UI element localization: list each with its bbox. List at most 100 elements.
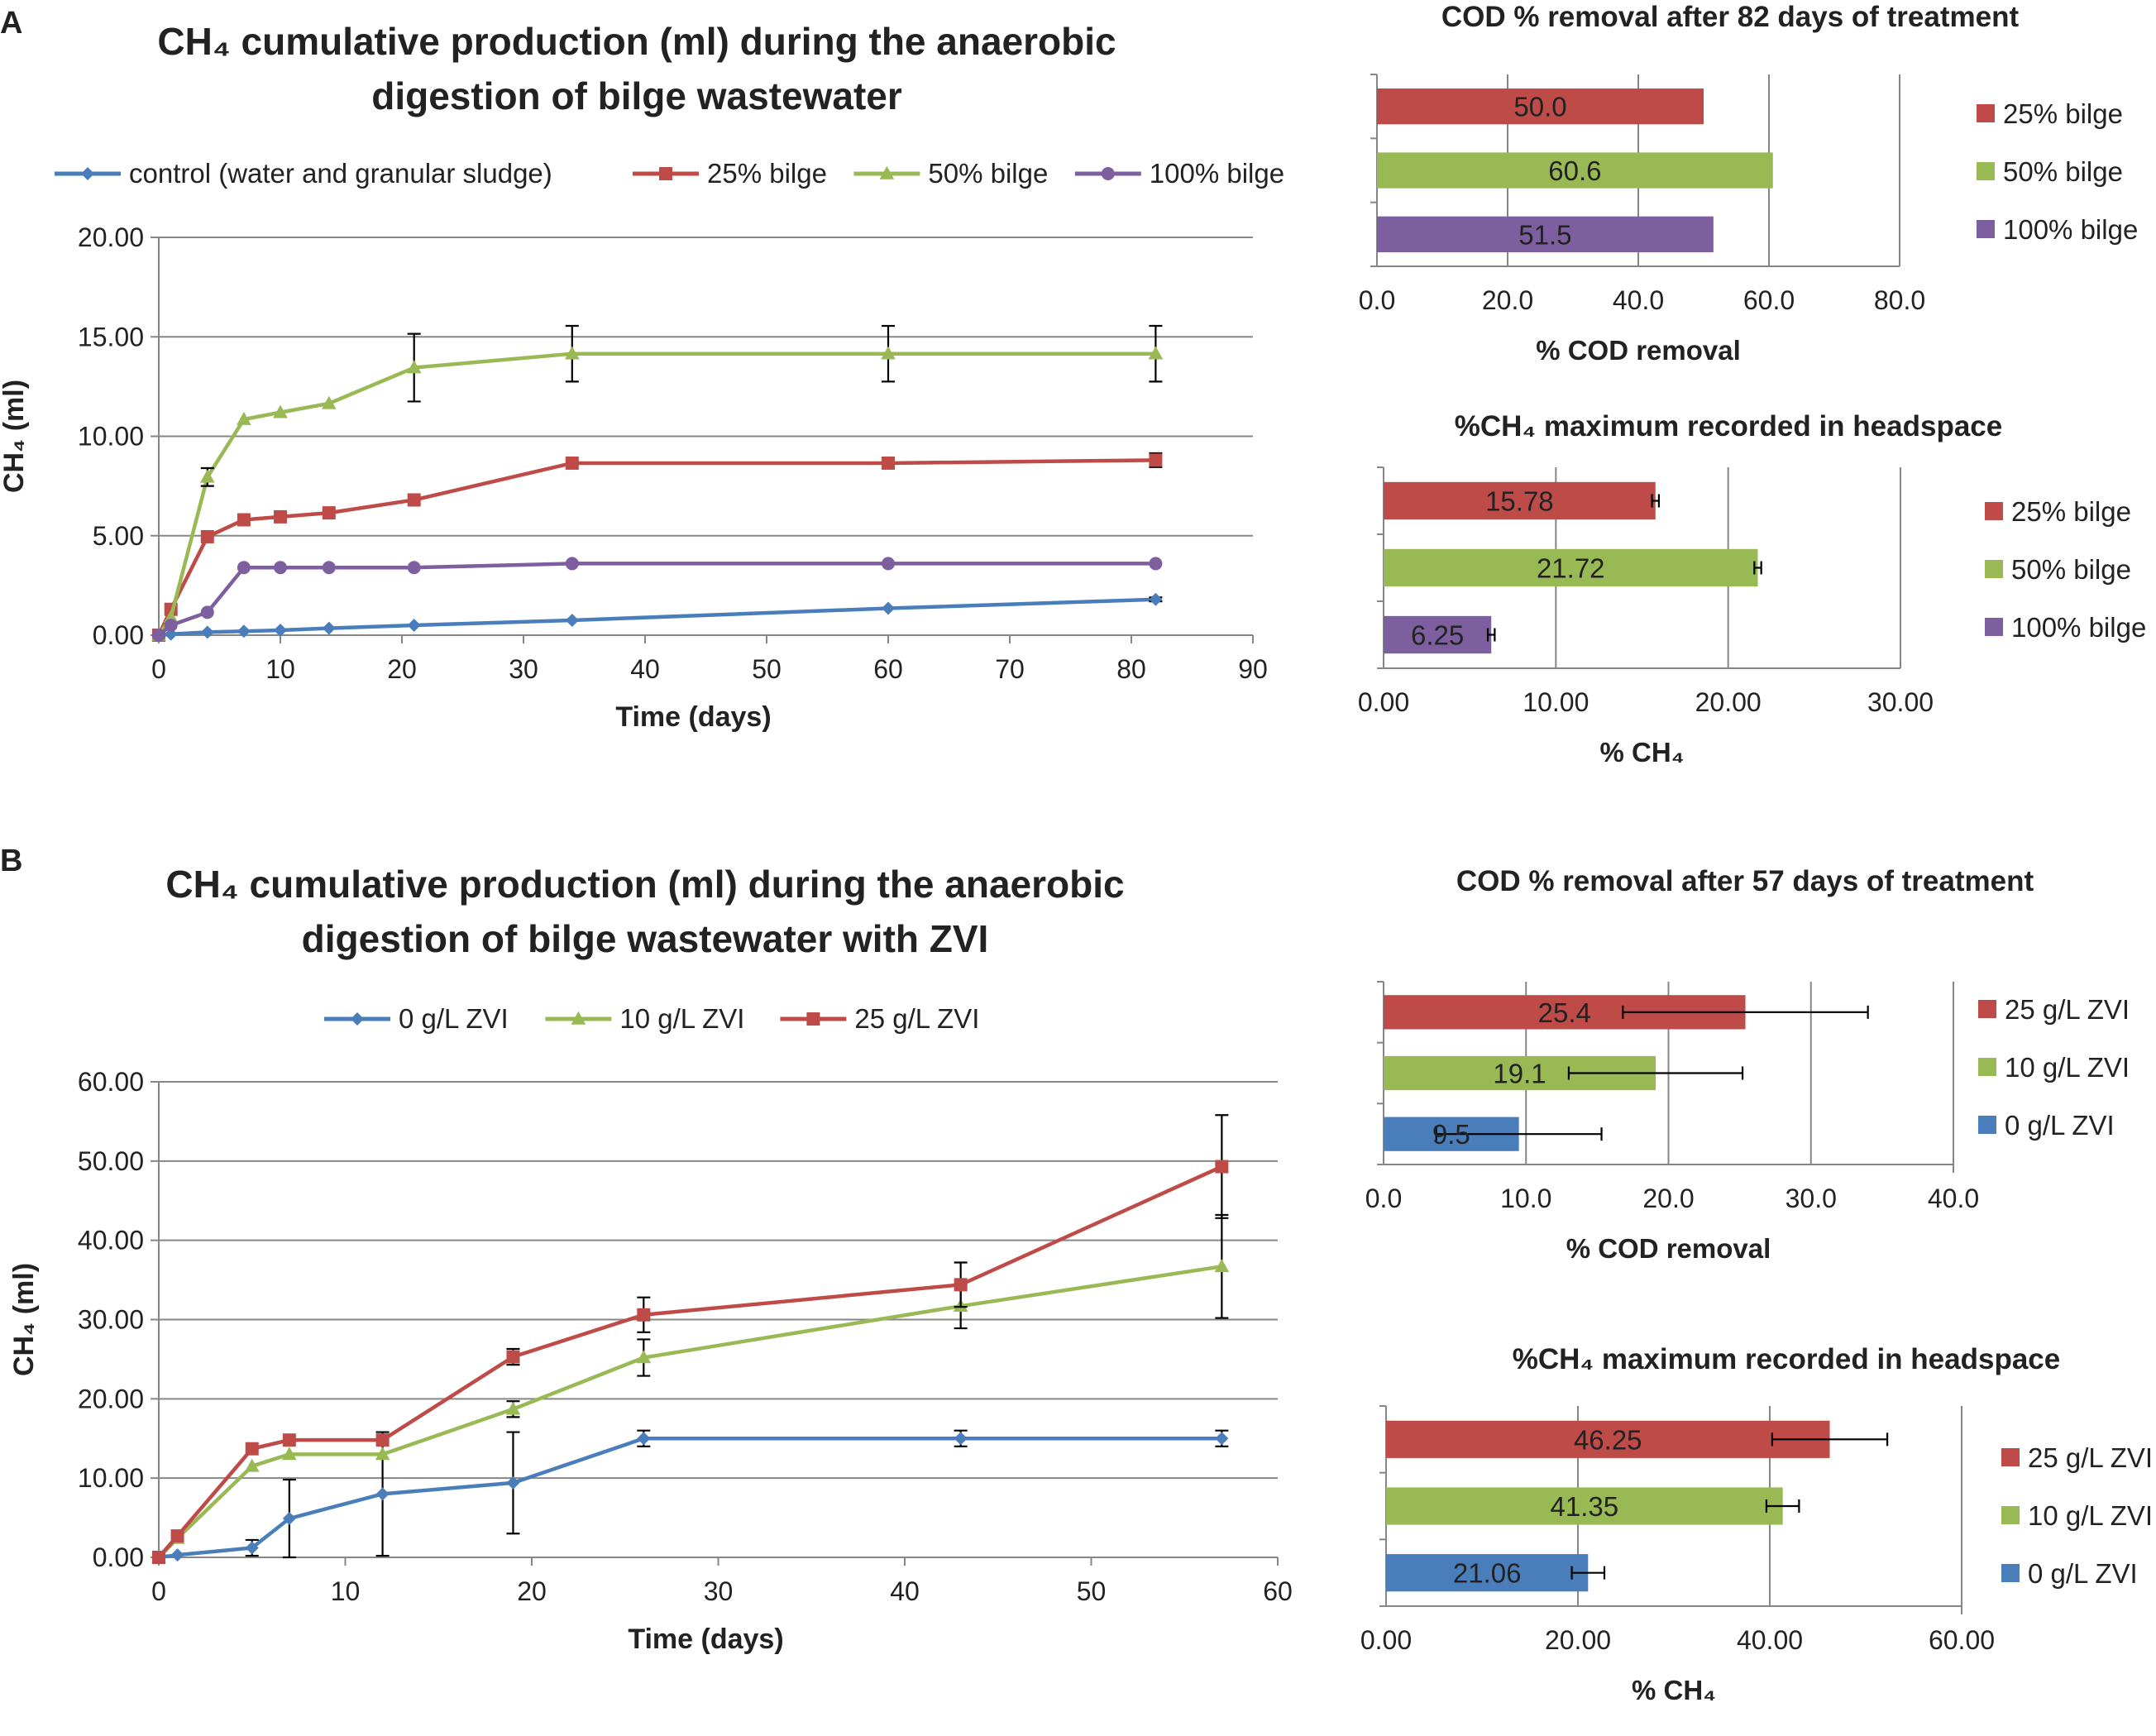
x-tick-label: 20.0	[1642, 1184, 1694, 1213]
x-axis-label: Time (days)	[628, 1624, 783, 1655]
data-point	[322, 395, 337, 409]
data-point	[282, 1447, 297, 1461]
x-axis-label: % CH₄	[1632, 1675, 1716, 1705]
x-tick-label: 30.0	[1786, 1184, 1837, 1213]
data-point	[1214, 1259, 1230, 1273]
legend-label: 100% bilge	[2011, 612, 2146, 643]
data-point	[407, 493, 421, 507]
y-tick-label: 20.00	[78, 222, 144, 252]
chart-b-line: CH₄ cumulative production (ml) during th…	[8, 863, 1293, 1655]
bar-value-label: 6.25	[1411, 620, 1464, 651]
legend-swatch	[1977, 104, 1995, 122]
legend-label: 0 g/L ZVI	[2005, 1110, 2115, 1141]
data-point	[170, 1548, 184, 1562]
data-point	[1215, 1432, 1229, 1446]
data-point	[1149, 557, 1163, 571]
legend-swatch	[1985, 560, 2003, 578]
data-point	[565, 346, 580, 360]
data-point	[163, 610, 179, 624]
data-point	[407, 561, 421, 575]
data-point	[882, 456, 895, 470]
bar-value-label: 50.0	[1513, 92, 1566, 122]
x-tick-label: 20	[517, 1576, 547, 1606]
y-tick-label: 15.00	[78, 322, 144, 352]
bar	[1377, 152, 1773, 189]
x-tick-label: 60.0	[1743, 285, 1795, 315]
data-point	[406, 360, 422, 374]
bar	[1386, 1420, 1830, 1458]
x-tick-label: 0.0	[1359, 285, 1395, 315]
y-axis-label: CH₄ (ml)	[8, 1263, 40, 1376]
legend-label: 100% bilge	[2003, 214, 2138, 245]
x-axis-label: Time (days)	[615, 701, 771, 733]
legend-label: 0 g/L ZVI	[2028, 1558, 2138, 1589]
y-tick-label: 0.00	[93, 1542, 144, 1572]
y-tick-label: 0.00	[93, 620, 144, 650]
bar-value-label: 51.5	[1518, 219, 1571, 250]
x-tick-label: 60.00	[1929, 1625, 1995, 1655]
data-point	[565, 456, 579, 470]
chart-title-bar: COD % removal after 57 days of treatment	[1456, 865, 2034, 897]
legend-marker	[659, 167, 672, 180]
bar-value-label: 46.25	[1574, 1424, 1642, 1455]
x-tick-label: 70	[995, 654, 1025, 684]
data-point	[244, 1458, 260, 1472]
legend-swatch	[1977, 162, 1995, 180]
bar-value-label: 21.06	[1453, 1558, 1522, 1589]
data-point	[565, 613, 579, 627]
x-tick-label: 10.0	[1500, 1184, 1551, 1213]
data-point	[322, 621, 336, 635]
data-point	[200, 625, 214, 639]
data-point	[881, 346, 896, 360]
data-point	[505, 1401, 521, 1415]
x-tick-label: 50	[752, 654, 782, 684]
x-tick-label: 80	[1116, 654, 1146, 684]
data-point	[954, 1432, 968, 1446]
legend-swatch	[1977, 220, 1995, 238]
x-tick-label: 40	[890, 1576, 920, 1606]
series-line	[158, 597, 1156, 638]
bar	[1377, 88, 1704, 125]
chart-title-line: CH₄ cumulative production (ml) during th…	[165, 863, 1124, 906]
chart-title-line: CH₄ cumulative production (ml) during th…	[157, 20, 1116, 63]
data-point	[1148, 346, 1164, 360]
x-tick-label: 80.0	[1874, 285, 1925, 315]
legend-label: 25% bilge	[707, 158, 827, 189]
legend-label: 10 g/L ZVI	[2005, 1052, 2130, 1083]
bar	[1377, 216, 1714, 252]
x-axis-label: % CH₄	[1600, 737, 1685, 768]
x-tick-label: 20.00	[1695, 687, 1762, 717]
data-point	[237, 561, 251, 575]
chart-title-bar: %CH₄ maximum recorded in headspace	[1455, 410, 2002, 442]
data-point	[237, 411, 251, 425]
legend-label: 25 g/L ZVI	[854, 1003, 979, 1034]
x-tick-label: 20	[387, 654, 417, 684]
chart-a-ch4-headspace: %CH₄ maximum recorded in headspace 0.00 10…	[1358, 410, 2146, 768]
data-point	[954, 1278, 968, 1292]
y-tick-label: 10.00	[78, 1463, 144, 1493]
data-point	[273, 404, 288, 418]
legend-marker	[571, 1011, 586, 1025]
data-point	[637, 1308, 651, 1322]
series-line	[157, 1165, 1223, 1559]
legend-label: 50% bilge	[2011, 554, 2131, 585]
x-tick-label: 10	[265, 654, 295, 684]
chart-a-cod-removal: COD % removal after 82 days of treatment…	[1359, 1, 2139, 366]
bar-value-label: 41.35	[1551, 1491, 1619, 1522]
x-tick-label: 40.0	[1928, 1184, 1979, 1213]
legend-label: 0 g/L ZVI	[399, 1003, 509, 1034]
y-tick-label: 40.00	[78, 1226, 144, 1255]
bar-value-label: 9.5	[1432, 1119, 1470, 1150]
data-point	[506, 1350, 520, 1364]
chart-b-ch4-headspace: %CH₄ maximum recorded in headspace 0.00 20…	[1360, 1343, 2153, 1705]
y-tick-label: 50.00	[78, 1146, 144, 1176]
x-tick-label: 0.00	[1360, 1625, 1412, 1655]
y-axis-label: CH₄ (ml)	[0, 380, 30, 493]
legend-marker	[879, 165, 895, 179]
legend-swatch	[1985, 502, 2003, 520]
series-line	[157, 352, 1156, 637]
series-line	[157, 562, 1156, 637]
data-point	[1149, 592, 1163, 606]
data-point	[200, 605, 214, 619]
bar	[1386, 1487, 1783, 1525]
